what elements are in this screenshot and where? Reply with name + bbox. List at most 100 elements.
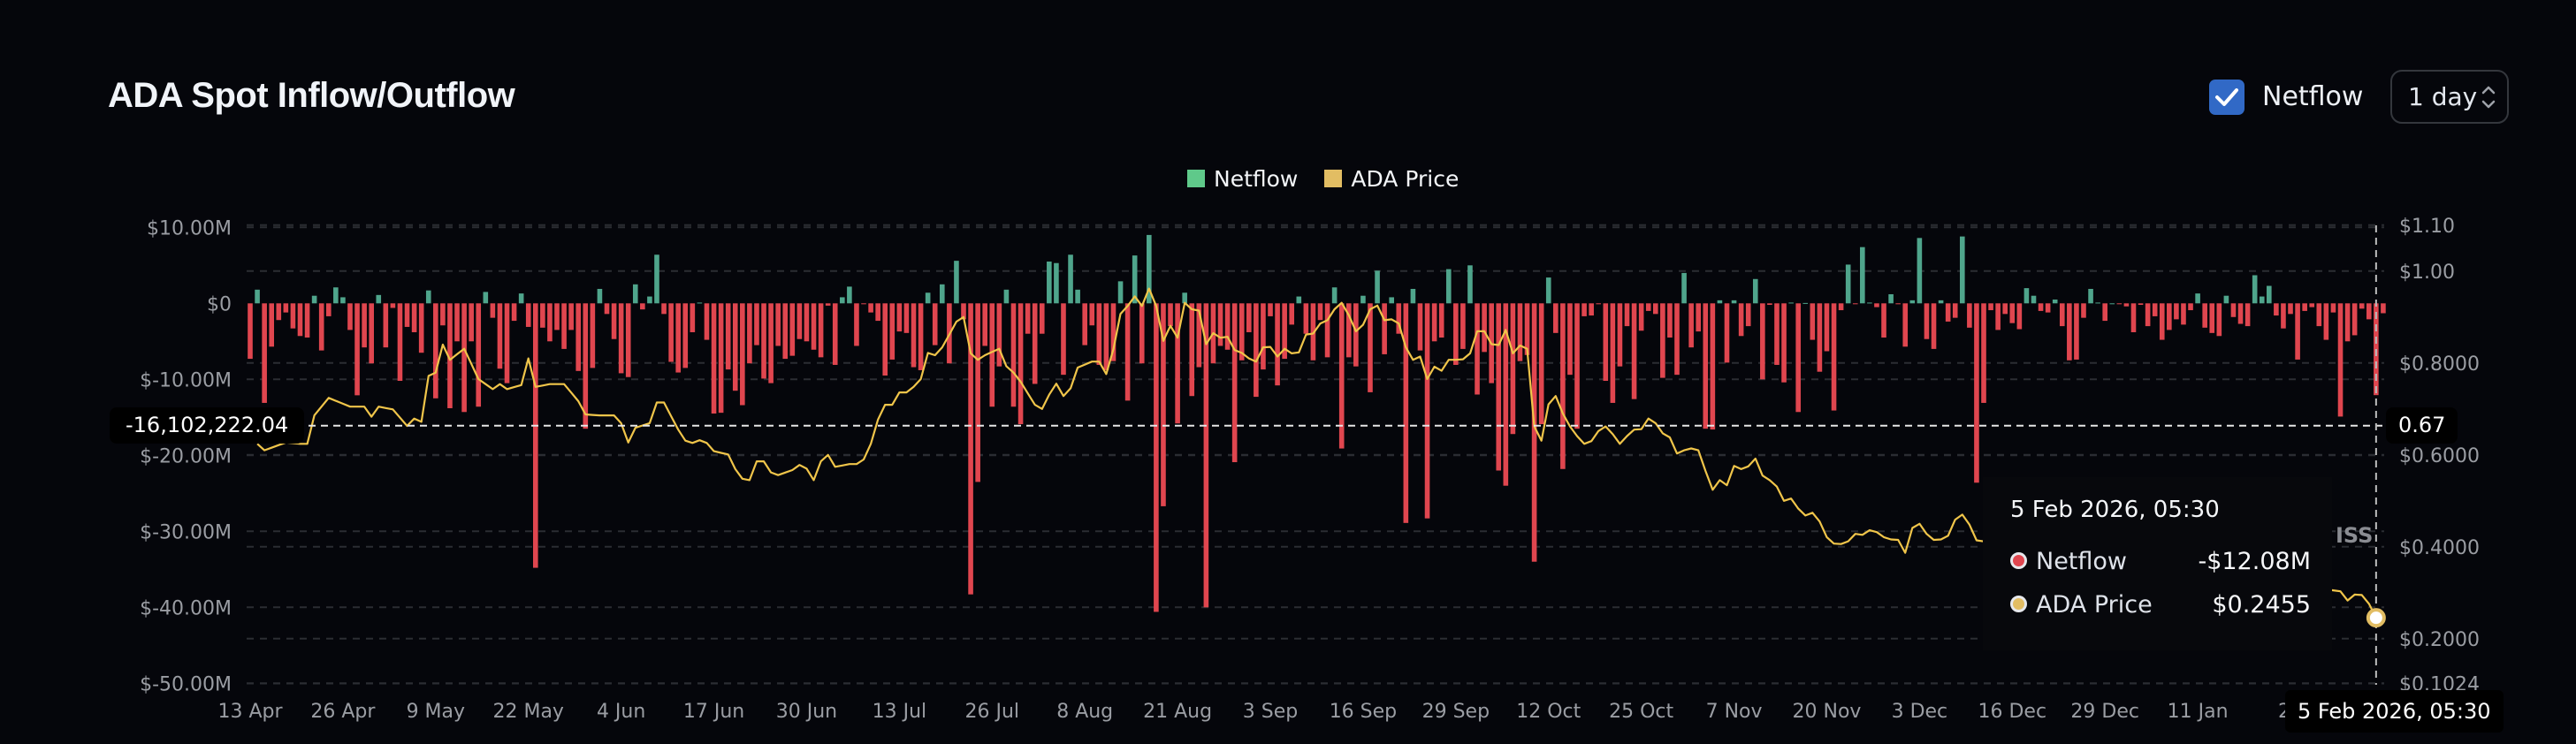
outflow-bar (604, 303, 610, 315)
outflow-bar (1781, 303, 1787, 383)
outflow-bar (1610, 303, 1616, 403)
outflow-bar (868, 303, 873, 313)
outflow-bar (525, 303, 531, 327)
netflow-checkbox[interactable] (2209, 80, 2244, 115)
tooltip-row-ada-price: ADA Price $0.2455 (2010, 591, 2311, 619)
outflow-bar (1417, 303, 1423, 351)
inflow-bar (1717, 300, 1723, 304)
inflow-bar (1752, 278, 1758, 304)
inflow-bar (925, 292, 931, 304)
outflow-bar (2244, 303, 2251, 327)
outflow-bar (304, 303, 310, 338)
x-tick-label: 21 Aug (1143, 701, 1212, 723)
outflow-bar (2330, 303, 2336, 313)
outflow-bar (718, 303, 724, 414)
watermark-fragment: ISS (2336, 523, 2374, 548)
outflow-bar (1089, 303, 1095, 326)
outflow-bar (1810, 303, 1816, 340)
outflow-bar (1553, 303, 1559, 333)
netflow-bars (248, 234, 2386, 612)
tooltip-row-netflow: Netflow -$12.08M (2010, 548, 2311, 575)
x-tick-label: 29 Dec (2070, 701, 2139, 723)
outflow-bar (2337, 303, 2344, 417)
inflow-bar (2223, 295, 2229, 304)
outflow-bar (590, 303, 596, 368)
inflow-bar (2252, 275, 2258, 304)
inflow-bar (1867, 302, 1872, 304)
outflow-bar (1638, 303, 1644, 331)
interval-select-value: 1 day (2408, 82, 2478, 111)
inflow-bar (1047, 262, 1052, 304)
inflow-bar (2088, 288, 2093, 304)
outflow-bar (2188, 303, 2193, 311)
outflow-bar (932, 303, 938, 345)
outflow-bar (1161, 303, 1166, 506)
outflow-bar (2059, 303, 2065, 327)
outflow-bar (325, 303, 332, 316)
outflow-bar (2152, 303, 2158, 316)
outflow-bar (804, 303, 810, 342)
outflow-bar (2009, 303, 2016, 323)
outflow-bar (1974, 303, 1979, 483)
outflow-bar (2237, 303, 2244, 324)
left-axis-ticks: $10.00M $0 $-10.00M $-20.00M $-30.00M $-40.00… (140, 217, 232, 695)
outflow-bar (2230, 303, 2237, 317)
outflow-bar (1567, 303, 1573, 376)
outflow-bar (1703, 303, 1709, 429)
outflow-bar (1424, 303, 1430, 519)
inflow-bar (1075, 289, 1080, 304)
outflow-bar (1838, 303, 1844, 311)
inflow-bar (597, 288, 603, 304)
outflow-bar (276, 303, 282, 321)
outflow-bar (404, 303, 410, 327)
outflow-bar (775, 303, 781, 346)
outflow-bar (511, 303, 517, 322)
inflow-bar (1375, 270, 1380, 304)
outflow-bar (583, 303, 589, 429)
inflow-bar (2267, 285, 2272, 304)
outflow-bar (1175, 303, 1180, 424)
outflow-bar (1774, 303, 1780, 365)
outflow-bar (248, 303, 253, 360)
inflow-bar (1845, 264, 1851, 304)
outflow-bar (440, 303, 446, 326)
outflow-bar (825, 303, 831, 306)
outflow-bar (362, 303, 367, 348)
inflow-bar (647, 296, 652, 304)
outflow-bar (497, 303, 503, 369)
x-tick-label: 4 Jun (597, 701, 645, 723)
page-title: ADA Spot Inflow/Outflow (108, 76, 515, 115)
outflow-bar (661, 303, 667, 315)
outflow-bar (2359, 303, 2365, 309)
outflow-bar (1345, 303, 1352, 358)
left-tick-label: $-10.00M (140, 369, 232, 391)
outflow-bar (2295, 303, 2300, 360)
outflow-bar (2116, 303, 2123, 305)
outflow-bar (461, 303, 467, 413)
outflow-bar (369, 303, 374, 364)
inflow-bar (1296, 296, 1302, 304)
x-tick-label: 3 Sep (1243, 701, 1298, 723)
inflow-bar (1068, 254, 1073, 304)
legend-label-netflow: Netflow (1214, 165, 1299, 192)
outflow-bar (2381, 303, 2386, 314)
legend-label-ada-price: ADA Price (1351, 165, 1459, 192)
outflow-bar (2067, 303, 2072, 361)
right-tick-label: $0.2000 (2399, 629, 2480, 651)
inflow-bar (1917, 238, 1923, 304)
inflow-bar (2052, 300, 2058, 304)
outflow-bar (640, 303, 645, 310)
inflow-bar (1467, 265, 1473, 304)
outflow-bar (2159, 303, 2165, 340)
outflow-bar (1952, 303, 1958, 318)
outflow-bar (447, 303, 453, 408)
x-tick-label: 16 Dec (1978, 701, 2047, 723)
outflow-bar (490, 303, 496, 318)
outflow-bar (1282, 303, 1287, 360)
interval-select[interactable]: 1 day (2390, 70, 2509, 124)
chevron-up-down-icon (2481, 86, 2496, 109)
legend-item-ada-price[interactable]: ADA Price (1324, 166, 1459, 192)
netflow-checkbox-label[interactable]: Netflow (2262, 81, 2364, 112)
legend-item-netflow[interactable]: Netflow (1187, 166, 1298, 192)
